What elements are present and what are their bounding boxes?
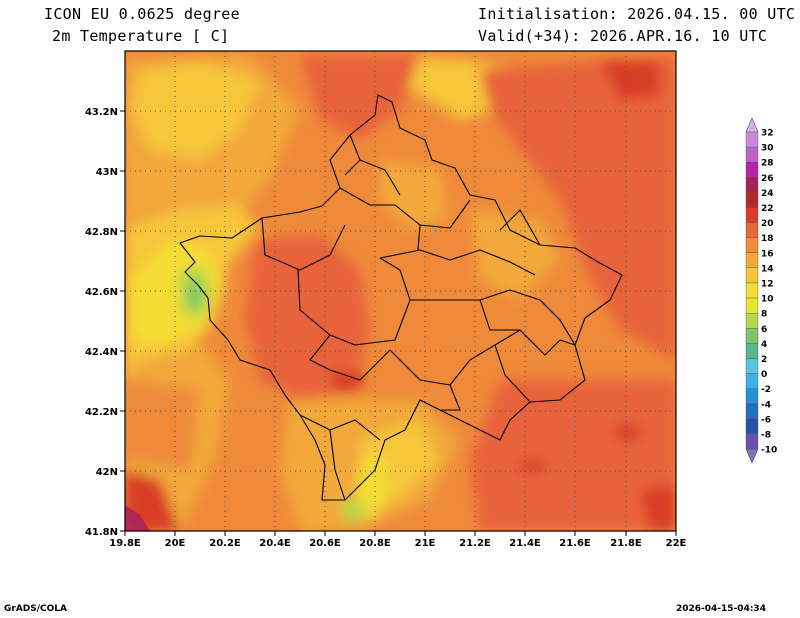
timestamp-label: 2026-04-15-04:34 (676, 604, 766, 614)
colorbar-swatch (745, 358, 759, 374)
colorbar-label: 26 (761, 174, 774, 184)
lon-labels: 19.8E 20E 20.2E 20.4E 20.6E 20.8E 21E 21… (109, 538, 686, 549)
colorbar-label: 22 (761, 204, 774, 214)
colorbar-label: 10 (761, 295, 774, 305)
colorbar-label: 14 (761, 264, 774, 274)
lon-label: 20.4E (259, 538, 291, 549)
credit-label: GrADS/COLA (4, 604, 67, 614)
colorbar-label: 30 (761, 144, 774, 154)
lon-label: 21.6E (559, 538, 591, 549)
colorbar-swatch (745, 131, 759, 148)
lon-label: 21.8E (610, 538, 642, 549)
colorbar-top-arrow (745, 117, 759, 133)
colorbar-swatch (745, 192, 759, 208)
colorbar-label: 18 (761, 234, 774, 244)
colorbar-label: 6 (761, 325, 767, 335)
lat-label: 42.2N (85, 407, 118, 418)
lon-label: 20.6E (309, 538, 341, 549)
colorbar-label: 32 (761, 129, 774, 139)
colorbar-label: -4 (761, 400, 771, 410)
lon-label: 21E (415, 538, 436, 549)
colorbar-swatch (745, 313, 759, 329)
colorbar-swatch (745, 237, 759, 253)
colorbar-label: -8 (761, 431, 771, 441)
variable-title: 2m Temperature [ C] (52, 27, 230, 45)
colorbar-swatch (745, 146, 759, 163)
colorbar-label: -6 (761, 415, 771, 425)
colorbar-swatch (745, 177, 759, 193)
model-title: ICON EU 0.0625 degree (44, 5, 240, 23)
lat-label: 42.8N (85, 227, 118, 238)
admin-borders (179, 94, 623, 501)
colorbar-swatch (745, 373, 759, 389)
lat-label: 41.8N (85, 527, 118, 538)
colorbar-swatch (745, 388, 759, 405)
colorbar-swatch (745, 161, 759, 178)
colorbar-swatch (745, 433, 759, 450)
colorbar-swatch (745, 207, 759, 223)
colorbar-swatch (745, 418, 759, 435)
lat-label: 42N (96, 467, 118, 478)
colorbar-swatch (745, 328, 759, 344)
lat-label: 42.6N (85, 287, 118, 298)
lon-label: 20.2E (209, 538, 241, 549)
lat-label: 43.2N (85, 107, 118, 118)
colorbar-label: 2 (761, 355, 767, 365)
lat-label: 43N (96, 167, 118, 178)
colorbar-label: -10 (761, 446, 777, 456)
lon-label: 20E (165, 538, 186, 549)
colorbar-swatch (745, 343, 759, 359)
colorbar-label: 12 (761, 280, 774, 290)
colorbar-label: 8 (761, 310, 767, 320)
colorbar-swatch (745, 267, 759, 284)
colorbar-label: 24 (761, 189, 774, 199)
colorbar-swatch (745, 222, 759, 238)
colorbar-label: -2 (761, 385, 771, 395)
colorbar-label: 28 (761, 159, 774, 169)
lon-label: 21.4E (509, 538, 541, 549)
lon-label: 19.8E (109, 538, 141, 549)
lon-label: 20.8E (359, 538, 391, 549)
colorbar-swatch (745, 403, 759, 420)
colorbar-label: 20 (761, 219, 774, 229)
axis-ticks (120, 110, 677, 536)
colorbar-bottom-arrow (745, 448, 759, 464)
colorbar-label: 0 (761, 370, 767, 380)
lon-label: 22E (666, 538, 687, 549)
colorbar-label: 4 (761, 340, 767, 350)
colorbar-swatch (745, 282, 759, 299)
valid-time: Valid(+34): 2026.APR.16. 10 UTC (478, 27, 768, 45)
lat-label: 42.4N (85, 347, 118, 358)
colorbar-label: 16 (761, 249, 774, 259)
init-time: Initialisation: 2026.04.15. 00 UTC (478, 5, 796, 23)
colorbar-swatch (745, 252, 759, 269)
lat-labels: 43.2N 43N 42.8N 42.6N 42.4N 42.2N 42N 41… (85, 107, 118, 538)
graticule (125, 51, 676, 531)
lon-label: 21.2E (459, 538, 491, 549)
colorbar-swatch (745, 297, 759, 314)
